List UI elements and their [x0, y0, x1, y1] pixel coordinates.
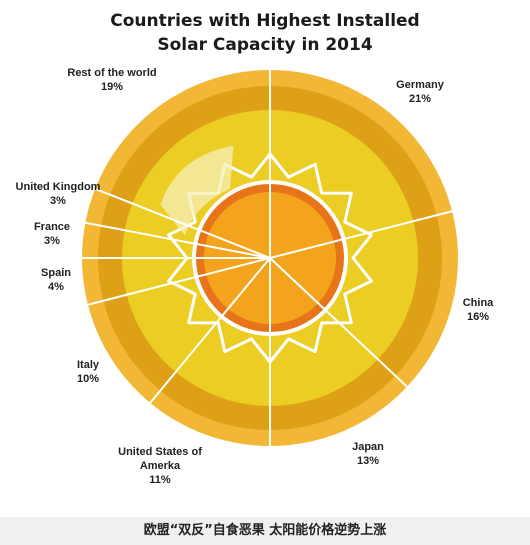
- caption-bar: [0, 517, 530, 545]
- slice-label-5: Italy 10%: [77, 359, 100, 385]
- solar-pie-chart: Germany 21% China 16% Japan 13% United States …: [16, 67, 495, 486]
- slice-name: Germany: [396, 79, 445, 91]
- slice-name: France: [34, 221, 70, 233]
- slice-label-8: United Kingdom 3%: [16, 181, 101, 207]
- slice-name: Italy: [77, 359, 100, 371]
- slice-divider: [87, 257, 271, 306]
- slice-label-7: France 3%: [34, 221, 70, 247]
- slice-value: 13%: [357, 455, 379, 467]
- slice-divider: [269, 210, 453, 259]
- slice-value: 3%: [44, 235, 60, 247]
- slice-name: Japan: [352, 441, 384, 453]
- slice-divider: [94, 187, 271, 259]
- slice-value: 3%: [50, 195, 66, 207]
- slice-name: China: [463, 297, 494, 309]
- slice-divider: [149, 257, 271, 404]
- slice-name: Amerka: [140, 460, 181, 472]
- slice-divider: [269, 257, 408, 388]
- slice-label-2: China 16%: [463, 297, 494, 323]
- slice-name: Rest of the world: [67, 67, 156, 79]
- slice-label-4: United States of Amerka 11%: [118, 446, 202, 486]
- chart-title-line-2: Solar Capacity in 2014: [157, 35, 373, 55]
- chart-title-line-1: Countries with Highest Installed: [110, 11, 420, 31]
- slice-value: 4%: [48, 281, 64, 293]
- glare-highlight: [160, 145, 234, 236]
- slice-value: 19%: [101, 81, 123, 93]
- slice-label-3: Japan 13%: [352, 441, 384, 467]
- image-caption: 欧盟“双反”自食恶果 太阳能价格逆势上涨: [143, 523, 387, 538]
- slice-label-1: Germany 21%: [396, 79, 445, 105]
- slice-value: 21%: [409, 93, 431, 105]
- slice-name: Spain: [41, 267, 71, 279]
- slice-dividers: [82, 70, 453, 446]
- slice-value: 11%: [149, 474, 171, 486]
- slice-name: United States of: [118, 446, 202, 458]
- slice-value: 10%: [77, 373, 99, 385]
- slice-value: 16%: [467, 311, 489, 323]
- slice-name: United Kingdom: [16, 181, 101, 193]
- slice-labels: Germany 21% China 16% Japan 13% United States …: [16, 67, 495, 486]
- slice-label-6: Spain 4%: [41, 267, 71, 293]
- slice-label-9: Rest of the world 19%: [67, 67, 156, 93]
- slice-divider: [85, 221, 271, 259]
